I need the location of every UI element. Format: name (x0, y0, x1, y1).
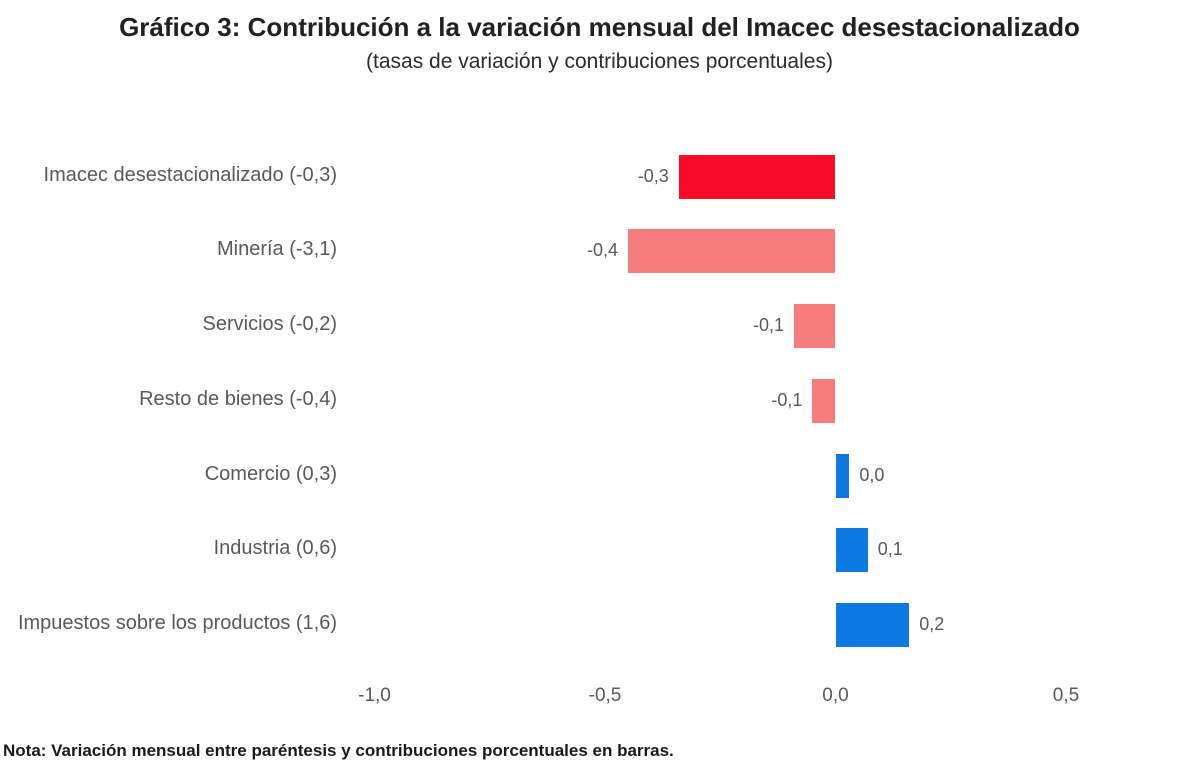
bar-value-label: -0,1 (771, 389, 803, 410)
category-label: Imacec desestacionalizado (-0,3) (43, 163, 337, 186)
bar (835, 453, 850, 498)
x-axis-tick-label: 0,0 (822, 685, 849, 706)
category-label: Servicios (-0,2) (202, 313, 337, 335)
x-axis-tick-label: -1,0 (358, 685, 391, 706)
bar (812, 378, 836, 423)
bar-value-label: -0,4 (587, 240, 619, 261)
chart-title: Gráfico 3: Contribución a la variación m… (119, 12, 1080, 42)
bar (628, 229, 836, 274)
category-label: Resto de bienes (-0,4) (139, 387, 337, 410)
category-label: Impuestos sobre los productos (1,6) (17, 612, 337, 634)
bar (794, 304, 836, 348)
bar (678, 154, 836, 199)
bar-value-label: 0,2 (919, 614, 945, 634)
bar-value-label: 0,1 (877, 539, 903, 560)
category-label: Minería (-3,1) (216, 238, 337, 261)
bar-plot-area: Imacec desestacionalizado (-0,3) -0,3 Mine… (17, 154, 1080, 706)
chart-note: Nota: Variación mensual entre paréntesis… (3, 741, 674, 760)
x-axis-tick-label: -0,5 (588, 685, 622, 706)
x-axis-tick-label: 0,5 (1052, 685, 1080, 706)
chart-subtitle: (tasas de variación y contribuciones por… (366, 50, 833, 73)
category-label: Industria (0,6) (213, 537, 337, 560)
bar-value-label: -0,1 (752, 315, 784, 335)
bar (835, 603, 910, 647)
category-label: Comercio (0,3) (204, 462, 337, 485)
bar-value-label: 0,0 (859, 464, 885, 485)
bar (835, 528, 868, 573)
bar-value-label: -0,3 (637, 165, 669, 186)
